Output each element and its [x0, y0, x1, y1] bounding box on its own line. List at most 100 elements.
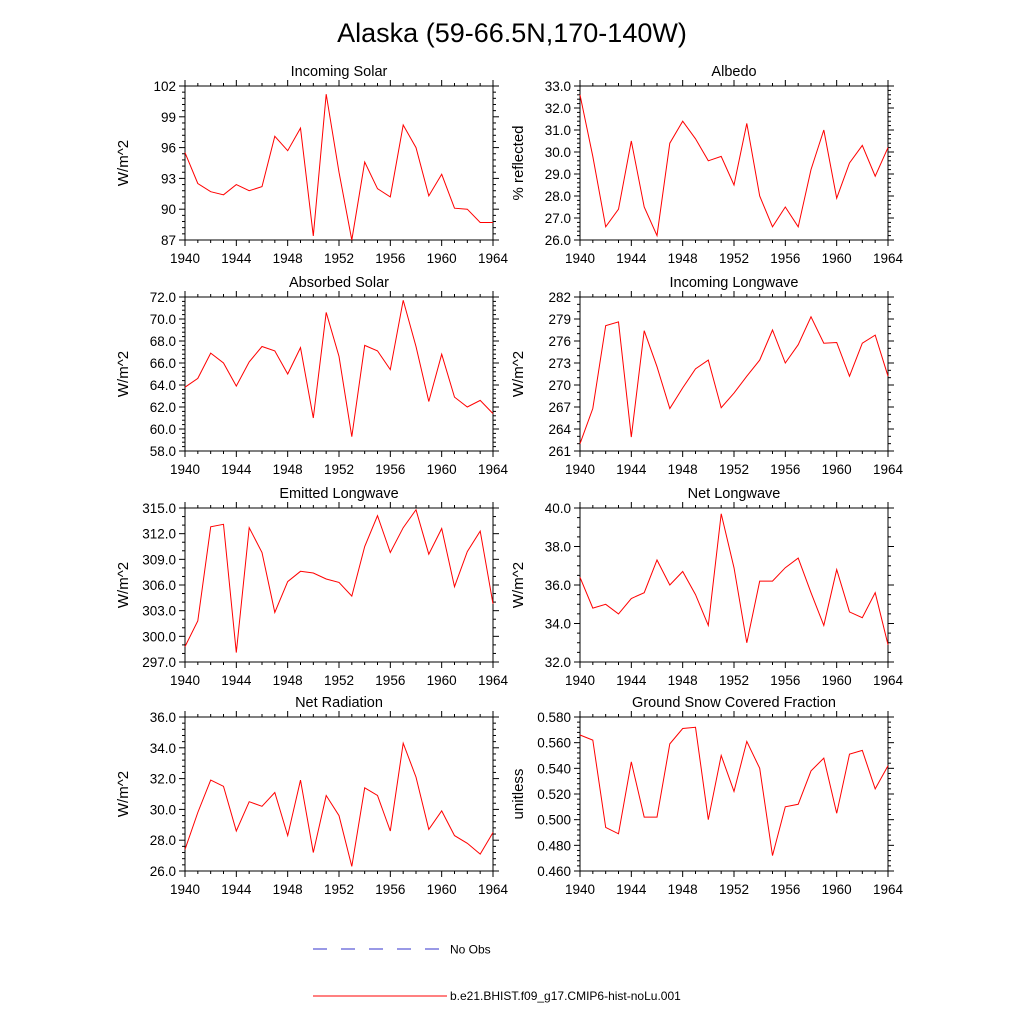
albedo-x-tick-label: 1956: [770, 251, 800, 266]
net-radiation-title: Net Radiation: [295, 695, 383, 711]
incoming-solar-x-tick-label: 1964: [478, 251, 509, 266]
incoming-solar-x-tick-label: 1948: [273, 251, 303, 266]
absorbed-solar-y-tick-label: 64.0: [150, 378, 176, 393]
incoming-solar-plot-frame: [184, 85, 494, 241]
emitted-longwave-y-tick-label: 303.0: [142, 604, 176, 619]
emitted-longwave-x-tick-label: 1964: [478, 673, 509, 688]
panel-incoming-solar: 1940 1944 1948 1952 1956 1960 1964 87 90 93 96 99 10…: [115, 64, 509, 266]
albedo-y-tick-label: 30.0: [545, 145, 571, 160]
incoming-solar-x-tick-label: 1956: [375, 251, 405, 266]
incoming-longwave-title: Incoming Longwave: [670, 275, 799, 291]
absorbed-solar-y-tick-label: 68.0: [150, 334, 176, 349]
legend-no-obs-label: No Obs: [450, 943, 491, 957]
legend: No Obs b.e21.BHIST.f09_g17.CMIP6-hist-no…: [313, 943, 681, 1003]
incoming-solar-y-tick-label: 102: [153, 79, 176, 94]
absorbed-solar-x-tick-label: 1948: [273, 462, 303, 477]
albedo-series-line: [579, 94, 889, 238]
emitted-longwave-y-tick-label: 306.0: [142, 578, 176, 593]
absorbed-solar-x-tick-label: 1952: [324, 462, 354, 477]
absorbed-solar-y-axis-label: W/m^2: [115, 351, 132, 397]
net-longwave-y-tick-label: 34.0: [545, 617, 571, 632]
albedo-title: Albedo: [711, 64, 756, 80]
incoming-solar-x-tick-label: 1960: [427, 251, 457, 266]
incoming-longwave-x-tick-label: 1940: [565, 462, 595, 477]
emitted-longwave-x-tick-label: 1944: [221, 673, 252, 688]
absorbed-solar-title: Absorbed Solar: [289, 275, 389, 291]
net-longwave-y-tick-label: 32.0: [545, 655, 571, 670]
albedo-y-axis-label: % reflected: [510, 125, 527, 200]
net-longwave-y-axis-label: W/m^2: [510, 562, 527, 608]
net-radiation-plot-frame: [184, 716, 494, 872]
ground-snow-covered-fraction-x-tick-label: 1956: [770, 882, 800, 897]
emitted-longwave-x-tick-label: 1956: [375, 673, 405, 688]
net-radiation-y-tick-label: 34.0: [150, 741, 176, 756]
incoming-longwave-y-tick-label: 276: [548, 334, 571, 349]
net-longwave-x-tick-label: 1964: [873, 673, 904, 688]
incoming-solar-x-tick-label: 1940: [170, 251, 200, 266]
net-radiation-x-tick-label: 1948: [273, 882, 303, 897]
ground-snow-covered-fraction-title: Ground Snow Covered Fraction: [632, 695, 836, 711]
net-longwave-x-tick-label: 1944: [616, 673, 647, 688]
absorbed-solar-x-tick-label: 1960: [427, 462, 457, 477]
incoming-longwave-plot-frame: [579, 296, 889, 452]
emitted-longwave-y-tick-label: 315.0: [142, 501, 176, 516]
albedo-x-tick-label: 1944: [616, 251, 647, 266]
emitted-longwave-x-tick-label: 1940: [170, 673, 200, 688]
ground-snow-covered-fraction-x-tick-label: 1944: [616, 882, 647, 897]
net-radiation-x-tick-label: 1956: [375, 882, 405, 897]
ground-snow-covered-fraction-y-tick-label: 0.480: [537, 838, 571, 853]
ground-snow-covered-fraction-x-tick-label: 1964: [873, 882, 904, 897]
incoming-longwave-x-tick-label: 1952: [719, 462, 749, 477]
panel-albedo: 1940 1944 1948 1952 1956 1960 1964 26.0 27.0 28.0…: [510, 64, 904, 266]
absorbed-solar-y-tick-label: 60.0: [150, 422, 176, 437]
panel-absorbed-solar: 1940 1944 1948 1952 1956 1960 1964 58.0 60.0 62.0…: [115, 275, 509, 477]
albedo-y-tick-label: 31.0: [545, 123, 571, 138]
incoming-longwave-x-tick-label: 1964: [873, 462, 904, 477]
incoming-longwave-x-tick-label: 1948: [668, 462, 698, 477]
net-longwave-title: Net Longwave: [688, 486, 781, 502]
absorbed-solar-x-tick-label: 1940: [170, 462, 200, 477]
net-longwave-y-tick-label: 36.0: [545, 578, 571, 593]
incoming-solar-y-tick-label: 99: [161, 110, 176, 125]
absorbed-solar-plot-frame: [184, 296, 494, 452]
absorbed-solar-series-line: [184, 300, 494, 437]
net-radiation-y-axis-label: W/m^2: [115, 771, 132, 817]
albedo-x-tick-label: 1948: [668, 251, 698, 266]
albedo-y-tick-label: 26.0: [545, 233, 571, 248]
ground-snow-covered-fraction-y-tick-label: 0.560: [537, 736, 571, 751]
incoming-longwave-x-tick-label: 1956: [770, 462, 800, 477]
incoming-longwave-y-tick-label: 261: [548, 444, 571, 459]
emitted-longwave-y-axis-label: W/m^2: [115, 562, 132, 608]
emitted-longwave-y-tick-label: 300.0: [142, 629, 176, 644]
incoming-solar-x-tick-label: 1952: [324, 251, 354, 266]
absorbed-solar-x-tick-label: 1964: [478, 462, 509, 477]
albedo-y-tick-label: 32.0: [545, 101, 571, 116]
net-longwave-series-line: [579, 513, 889, 645]
incoming-longwave-y-tick-label: 273: [548, 356, 571, 371]
incoming-solar-series-line: [184, 94, 493, 241]
incoming-longwave-y-axis-label: W/m^2: [510, 351, 527, 397]
incoming-longwave-x-tick-label: 1944: [616, 462, 647, 477]
absorbed-solar-x-tick-label: 1956: [375, 462, 405, 477]
albedo-x-tick-label: 1940: [565, 251, 595, 266]
net-radiation-y-tick-label: 36.0: [150, 710, 176, 725]
albedo-y-tick-label: 27.0: [545, 211, 571, 226]
ground-snow-covered-fraction-y-axis-label: unitless: [510, 769, 527, 820]
albedo-y-tick-label: 28.0: [545, 189, 571, 204]
net-radiation-y-tick-label: 28.0: [150, 833, 176, 848]
ground-snow-covered-fraction-series-line: [579, 726, 889, 856]
net-longwave-y-tick-label: 40.0: [545, 501, 571, 516]
panel-emitted-longwave: 1940 1944 1948 1952 1956 1960 1964 297.0 300.0 30…: [115, 486, 509, 688]
net-longwave-x-tick-label: 1960: [822, 673, 852, 688]
albedo-y-tick-label: 33.0: [545, 79, 571, 94]
incoming-solar-y-tick-label: 93: [161, 171, 176, 186]
albedo-x-tick-label: 1964: [873, 251, 904, 266]
incoming-longwave-y-tick-label: 267: [548, 400, 571, 415]
incoming-longwave-x-tick-label: 1960: [822, 462, 852, 477]
incoming-solar-title: Incoming Solar: [291, 64, 388, 80]
ground-snow-covered-fraction-plot-frame: [579, 716, 889, 872]
panel-net-radiation: 1940 1944 1948 1952 1956 1960 1964 26.0 28.0 30.0…: [115, 695, 509, 897]
ground-snow-covered-fraction-x-tick-label: 1948: [668, 882, 698, 897]
incoming-longwave-y-tick-label: 270: [548, 378, 571, 393]
ground-snow-covered-fraction-x-tick-label: 1952: [719, 882, 749, 897]
